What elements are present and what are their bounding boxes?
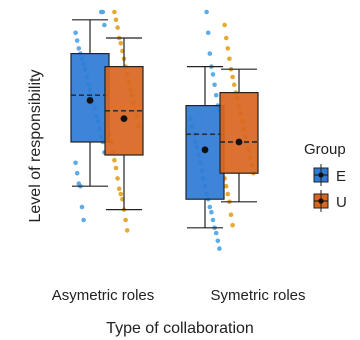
data-point-asymetric-roles-u-6	[115, 176, 120, 181]
data-point-symetric-roles-e-1	[215, 238, 221, 244]
data-point-symetric-roles-u-21	[227, 56, 232, 62]
data-point-symetric-roles-u-3	[225, 191, 231, 197]
box-symetric-roles-u	[219, 91, 259, 174]
x-tick-label-symetric: Symetric roles	[210, 287, 305, 304]
mean-marker-symetric-roles-u	[235, 138, 243, 146]
legend-label-u: U	[336, 194, 347, 211]
legend-label-e: E	[336, 168, 346, 185]
data-point-asymetric-roles-e-4	[74, 170, 80, 176]
data-point-asymetric-roles-u-23	[118, 40, 124, 46]
data-point-asymetric-roles-u-25	[115, 25, 120, 30]
data-point-symetric-roles-u-19	[230, 74, 235, 80]
box-group-asymetric-roles-e	[70, 19, 110, 187]
data-point-asymetric-roles-e-25	[102, 22, 107, 28]
data-point-symetric-roles-e-4	[210, 217, 216, 223]
data-point-symetric-roles-u-22	[225, 46, 231, 51]
data-point-asymetric-roles-e-3	[76, 181, 82, 186]
legend-swatch-u-mean	[318, 198, 324, 204]
legend-title: Group	[304, 141, 346, 158]
mean-marker-asymetric-roles-u	[120, 115, 128, 122]
data-point-symetric-roles-e-5	[209, 209, 214, 215]
data-point-symetric-roles-e-6	[207, 204, 213, 210]
mean-marker-asymetric-roles-e	[86, 97, 94, 104]
data-point-symetric-roles-u-1	[228, 212, 234, 218]
data-point-asymetric-roles-e-24	[73, 30, 78, 36]
data-point-asymetric-roles-u-1	[123, 217, 128, 223]
x-tick-label-asymetric: Asymetric roles	[52, 287, 155, 304]
data-point-symetric-roles-u-0	[230, 222, 235, 228]
data-point-asymetric-roles-u-4	[118, 191, 124, 197]
data-point-asymetric-roles-e-27	[98, 9, 104, 15]
data-point-asymetric-roles-e-23	[74, 38, 80, 43]
data-point-symetric-roles-e-26	[205, 30, 211, 36]
legend-item-e: E	[313, 164, 346, 186]
legend-item-u: U	[313, 190, 347, 212]
data-point-asymetric-roles-e-1	[79, 204, 85, 210]
data-point-symetric-roles-e-27	[204, 9, 209, 15]
box-group-asymetric-roles-u	[104, 37, 144, 211]
y-axis-title: Level of responsibility	[27, 70, 44, 223]
data-point-asymetric-roles-u-8	[112, 157, 117, 163]
data-point-symetric-roles-e-23	[210, 72, 216, 77]
data-point-symetric-roles-u-18	[231, 82, 237, 88]
data-point-asymetric-roles-u-0	[124, 228, 130, 233]
mean-marker-symetric-roles-e	[201, 146, 209, 154]
data-point-asymetric-roles-e-5	[73, 160, 78, 166]
data-point-symetric-roles-e-0	[217, 246, 222, 251]
legend: Group E U	[304, 141, 347, 212]
x-axis-title: Type of collaboration	[106, 320, 254, 337]
data-point-asymetric-roles-e-22	[76, 46, 82, 51]
boxes-layer	[70, 19, 259, 229]
data-point-symetric-roles-e-22	[212, 82, 217, 88]
data-point-symetric-roles-e-21	[213, 92, 219, 98]
data-point-symetric-roles-u-4	[223, 183, 229, 189]
box-group-symetric-roles-u	[219, 68, 259, 203]
box-group-symetric-roles-e	[185, 65, 225, 229]
box-asymetric-roles-e	[70, 52, 110, 143]
data-point-symetric-roles-u-24	[222, 22, 227, 28]
data-point-symetric-roles-e-25	[207, 51, 213, 56]
legend-swatch-e-mean	[318, 172, 324, 178]
data-point-asymetric-roles-u-26	[113, 17, 119, 23]
data-point-asymetric-roles-u-27	[112, 9, 117, 15]
data-point-symetric-roles-u-23	[223, 35, 229, 41]
data-point-asymetric-roles-u-5	[116, 186, 122, 192]
data-point-symetric-roles-e-2	[213, 230, 219, 236]
data-point-asymetric-roles-e-0	[81, 217, 86, 223]
data-point-asymetric-roles-u-7	[113, 165, 119, 171]
